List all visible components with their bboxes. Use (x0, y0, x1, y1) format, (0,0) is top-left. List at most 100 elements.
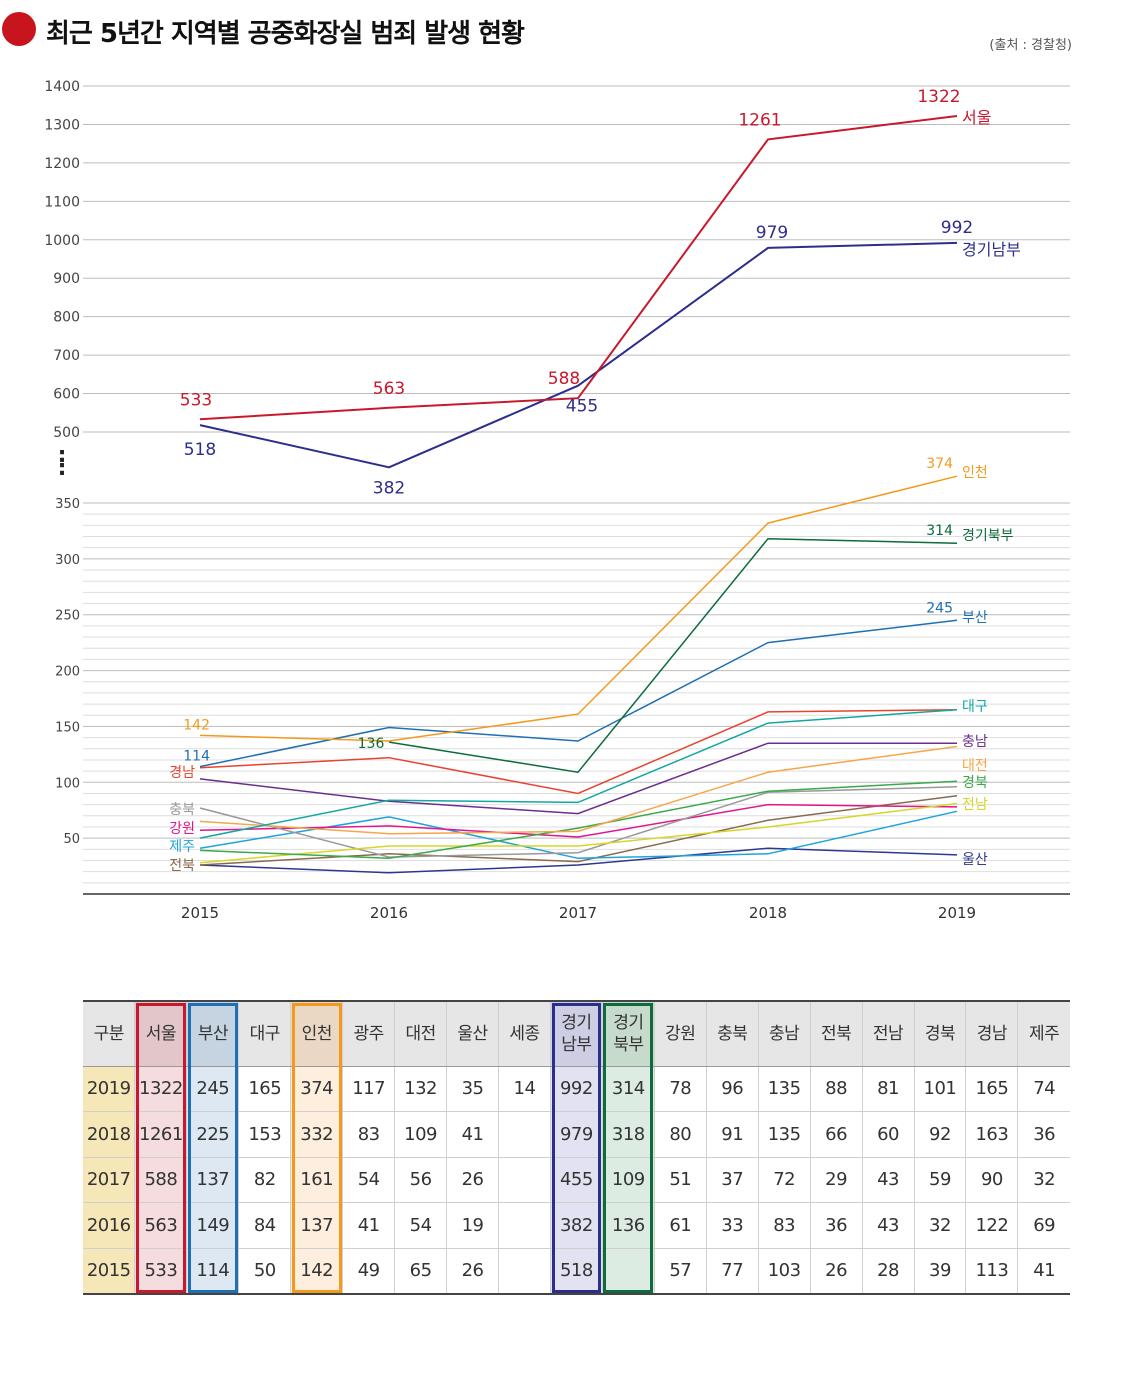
table-cell: 26 (446, 1248, 499, 1295)
table-cell: 149 (186, 1202, 240, 1249)
source-note: (출처 : 경찰청) (989, 38, 1072, 53)
table-cell: 77 (706, 1248, 759, 1295)
table-row: 2017 588 137 82 161 54 56 26 455 109 51 37 72 29 43 59 9… (83, 1157, 1070, 1204)
table-cell: 136 (602, 1202, 655, 1249)
table-cell: 137 (290, 1202, 344, 1249)
table-cell (498, 1157, 551, 1204)
series-line-경기남부 (199, 241, 958, 469)
table-cell (498, 1111, 551, 1158)
data-label: 374 (926, 456, 953, 472)
table-cell: 92 (914, 1111, 967, 1158)
table-cell: 588 (134, 1157, 188, 1204)
column-header: 전북 (810, 1000, 863, 1067)
table-cell: 37 (706, 1157, 759, 1204)
table-cell: 54 (342, 1157, 396, 1204)
table-cell: 165 (238, 1066, 292, 1113)
series-label-right: 인천 (962, 465, 988, 481)
series-line-충남 (199, 742, 957, 815)
table-cell (602, 1248, 655, 1295)
series-label-right: 전남 (962, 797, 988, 813)
table-cell: 74 (1017, 1066, 1070, 1113)
table-cell: 225 (186, 1111, 240, 1158)
table-cell: 533 (134, 1248, 188, 1295)
x-tick-label: 2016 (370, 904, 408, 922)
data-label: 136 (358, 736, 385, 752)
table-cell: 135 (758, 1111, 811, 1158)
table-cell: 135 (758, 1066, 811, 1113)
row-year-cell: 2018 (83, 1111, 136, 1158)
data-label: 142 (183, 717, 210, 733)
table-row: 2018 1261 225 153 332 83 109 41 979 318 80 91 135 66 6… (83, 1111, 1070, 1158)
table-cell: 992 (550, 1066, 603, 1113)
series-line-전남 (199, 802, 958, 864)
series-label-right: 경기남부 (962, 240, 1021, 259)
table-cell: 83 (342, 1111, 396, 1158)
x-tick-label: 2018 (749, 904, 787, 922)
table-cell: 57 (654, 1248, 707, 1295)
data-label: 518 (184, 440, 216, 460)
y-tick-label: 150 (55, 720, 80, 735)
table-cell: 132 (394, 1066, 448, 1113)
y-tick-label: 500 (53, 425, 80, 441)
series-label-left: 전북 (169, 858, 195, 874)
data-label: 245 (926, 600, 953, 616)
table-cell: 61 (654, 1202, 707, 1249)
table-cell: 29 (810, 1157, 863, 1204)
data-table: 구분 서울 부산 대구 인천 광주 대전 울산 세종 경기 남부 경기 북부 강원 충북 충남 전북 전남 경북 경남… (83, 1000, 1070, 1295)
table-header-row: 구분 서울 부산 대구 인천 광주 대전 울산 세종 경기 남부 경기 북부 강원 충북 충남 전북 전남 경북 경남… (83, 1000, 1070, 1067)
row-year-cell: 2015 (83, 1248, 136, 1295)
series-label-right: 대구 (962, 699, 988, 715)
table-row: 2016 563 149 84 137 41 54 19 382 136 61 33 83 36 43 32 1… (83, 1202, 1070, 1249)
column-header: 부산 (186, 1000, 240, 1067)
table-cell: 88 (810, 1066, 863, 1113)
table-cell: 28 (862, 1248, 915, 1295)
table-cell: 117 (342, 1066, 396, 1113)
series-line-전북 (199, 794, 958, 866)
column-header: 경남 (965, 1000, 1019, 1067)
column-header: 서울 (134, 1000, 188, 1067)
table-cell (498, 1202, 551, 1249)
data-label: 455 (566, 397, 598, 417)
table-row: 2015 533 114 50 142 49 65 26 518 57 77 103 26 28 39 113… (83, 1248, 1070, 1295)
table-cell: 32 (1017, 1157, 1070, 1204)
column-header: 구분 (83, 1000, 136, 1067)
table-cell: 78 (654, 1066, 707, 1113)
column-header: 광주 (342, 1000, 396, 1067)
column-header: 대구 (238, 1000, 292, 1067)
series-line-대구 (199, 708, 958, 839)
column-header: 울산 (446, 1000, 499, 1067)
series-label-right: 충남 (962, 734, 988, 750)
data-label: 382 (373, 478, 405, 498)
series-label-right: 서울 (962, 108, 991, 127)
series-line-인천 (199, 475, 958, 742)
y-tick-label: 50 (63, 832, 80, 847)
table-cell: 35 (446, 1066, 499, 1113)
series-line-경남 (199, 708, 958, 795)
table-cell: 161 (290, 1157, 344, 1204)
series-label-left: 충북 (169, 802, 195, 818)
y-tick-label: 800 (53, 310, 80, 326)
table-cell: 165 (965, 1066, 1019, 1113)
y-tick-label: 300 (55, 553, 80, 568)
column-header: 경북 (914, 1000, 967, 1067)
y-tick-label: 900 (53, 271, 80, 287)
table-cell (498, 1248, 551, 1295)
series-label-right: 경기북부 (962, 528, 1014, 544)
table-cell: 314 (602, 1066, 655, 1113)
table-cell: 1261 (134, 1111, 188, 1158)
y-tick-label: 1100 (44, 194, 80, 210)
y-tick-label: 1300 (44, 117, 80, 133)
data-label: 1261 (738, 110, 781, 130)
table-cell: 90 (965, 1157, 1019, 1204)
x-tick-label: 2019 (938, 904, 976, 922)
column-header: 경기 북부 (602, 1000, 655, 1067)
table-cell: 103 (758, 1248, 811, 1295)
table-cell: 332 (290, 1111, 344, 1158)
series-line-충북 (199, 786, 958, 858)
column-header: 충남 (758, 1000, 811, 1067)
column-header: 세종 (498, 1000, 551, 1067)
table-cell: 54 (394, 1202, 448, 1249)
column-header: 인천 (290, 1000, 344, 1067)
axis-break-mark: : (58, 456, 67, 481)
table-cell: 41 (1017, 1248, 1070, 1295)
